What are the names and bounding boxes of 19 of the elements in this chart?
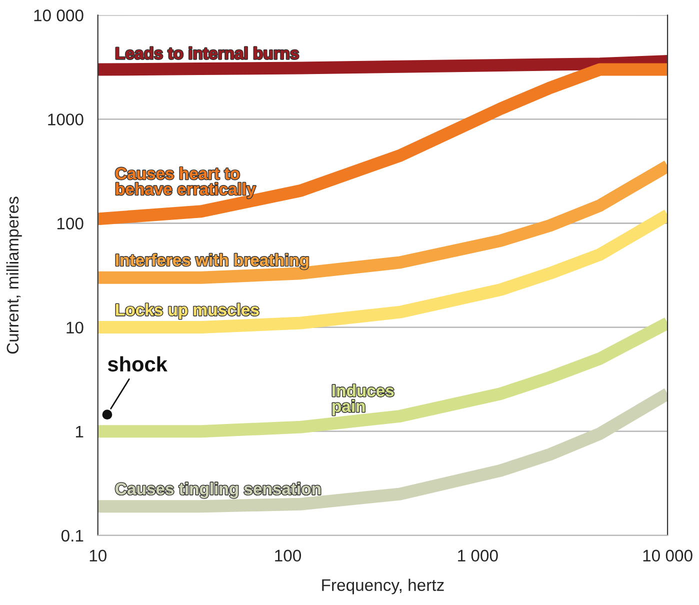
x-tick-label: 1 000 (458, 550, 498, 562)
y-tick-label: 0.1 (61, 530, 84, 542)
series-label: shock (108, 356, 168, 372)
series-label: Interferes with breathing (116, 254, 308, 270)
series-label: Causes tingling sensation (116, 482, 320, 498)
y-tick-label: 100 (57, 218, 84, 230)
y-tick-label: 1 (76, 426, 84, 438)
x-axis-title: Frequency, hertz (322, 578, 444, 594)
series-label: Locks up muscles (116, 303, 259, 319)
y-tick-label: 1000 (48, 114, 84, 126)
series-label: Causes heart to behave erratically (116, 167, 256, 198)
x-tick-label: 10 (90, 550, 106, 562)
series-label: Induces pain (332, 384, 394, 416)
y-tick-label: 10 (66, 322, 84, 334)
y-axis-title: Current, milliamperes (6, 196, 22, 354)
series-label: Leads to internal burns (116, 46, 299, 60)
y-tick-label: 10 000 (34, 10, 84, 22)
x-tick-label: 10 000 (643, 550, 692, 562)
x-tick-label: 100 (275, 550, 302, 562)
